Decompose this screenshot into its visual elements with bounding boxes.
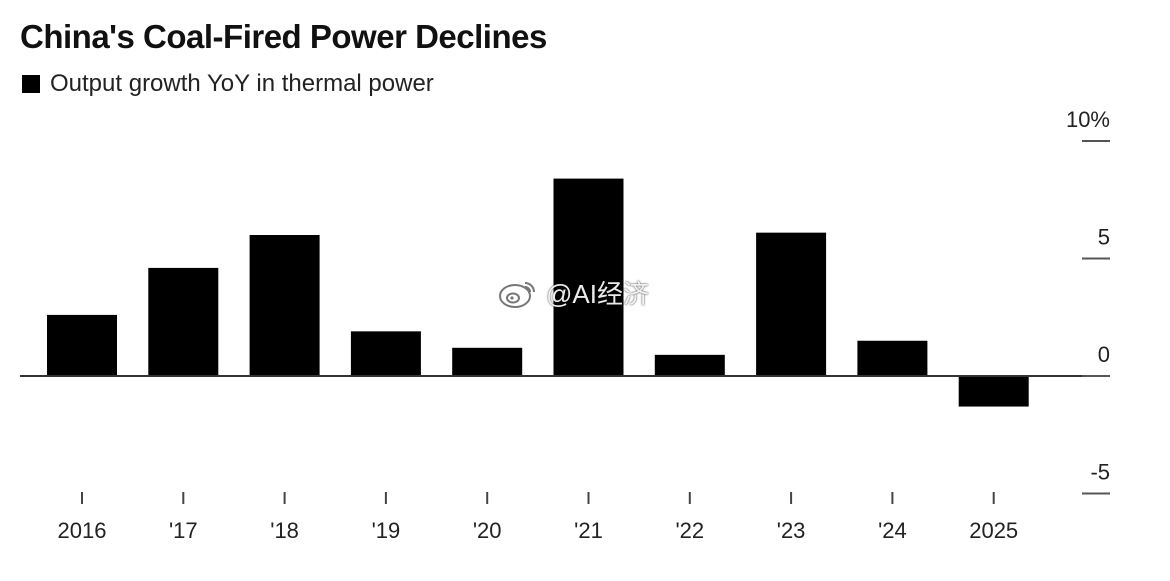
y-tick-label-3: -5 <box>1090 460 1110 485</box>
bar-8 <box>857 340 928 376</box>
y-tick-label-1: 5 <box>1098 225 1110 250</box>
x-axis: 2016 '17 '18 '19 '20 '21 '22 '23 '24 2025 <box>58 492 1018 543</box>
chart-title: China's Coal-Fired Power Declines <box>20 18 547 55</box>
x-tick-label-8: '24 <box>878 518 907 543</box>
bar-5 <box>553 178 624 376</box>
legend-label: Output growth YoY in thermal power <box>50 70 434 97</box>
watermark: @AI经济 <box>498 274 649 311</box>
x-tick-label-6: '22 <box>675 518 704 543</box>
bar-0 <box>47 314 117 376</box>
bar-2 <box>249 235 320 376</box>
legend-swatch <box>22 75 40 93</box>
y-tick-label-0: 10% <box>1066 107 1110 132</box>
x-tick-label-4: '20 <box>473 518 502 543</box>
bar-9 <box>958 376 1029 407</box>
bar-3 <box>350 331 421 376</box>
bars-group <box>47 178 1029 407</box>
y-axis: 10% 5 0 -5 <box>1066 107 1110 495</box>
bar-1 <box>148 267 219 376</box>
bar-6 <box>654 354 725 376</box>
bar-7 <box>756 232 827 376</box>
x-tick-label-2: '18 <box>270 518 299 543</box>
watermark-text: @AI经济 <box>546 279 649 309</box>
weibo-icon <box>499 281 535 308</box>
bar-4 <box>452 347 523 376</box>
x-tick-label-1: '17 <box>169 518 198 543</box>
x-tick-label-9: 2025 <box>969 518 1018 543</box>
y-tick-label-2: 0 <box>1098 342 1110 367</box>
x-tick-label-3: '19 <box>372 518 401 543</box>
x-tick-label-7: '23 <box>777 518 806 543</box>
chart-legend: Output growth YoY in thermal power <box>22 70 434 98</box>
x-tick-label-0: 2016 <box>58 518 107 543</box>
x-tick-label-5: '21 <box>574 518 603 543</box>
